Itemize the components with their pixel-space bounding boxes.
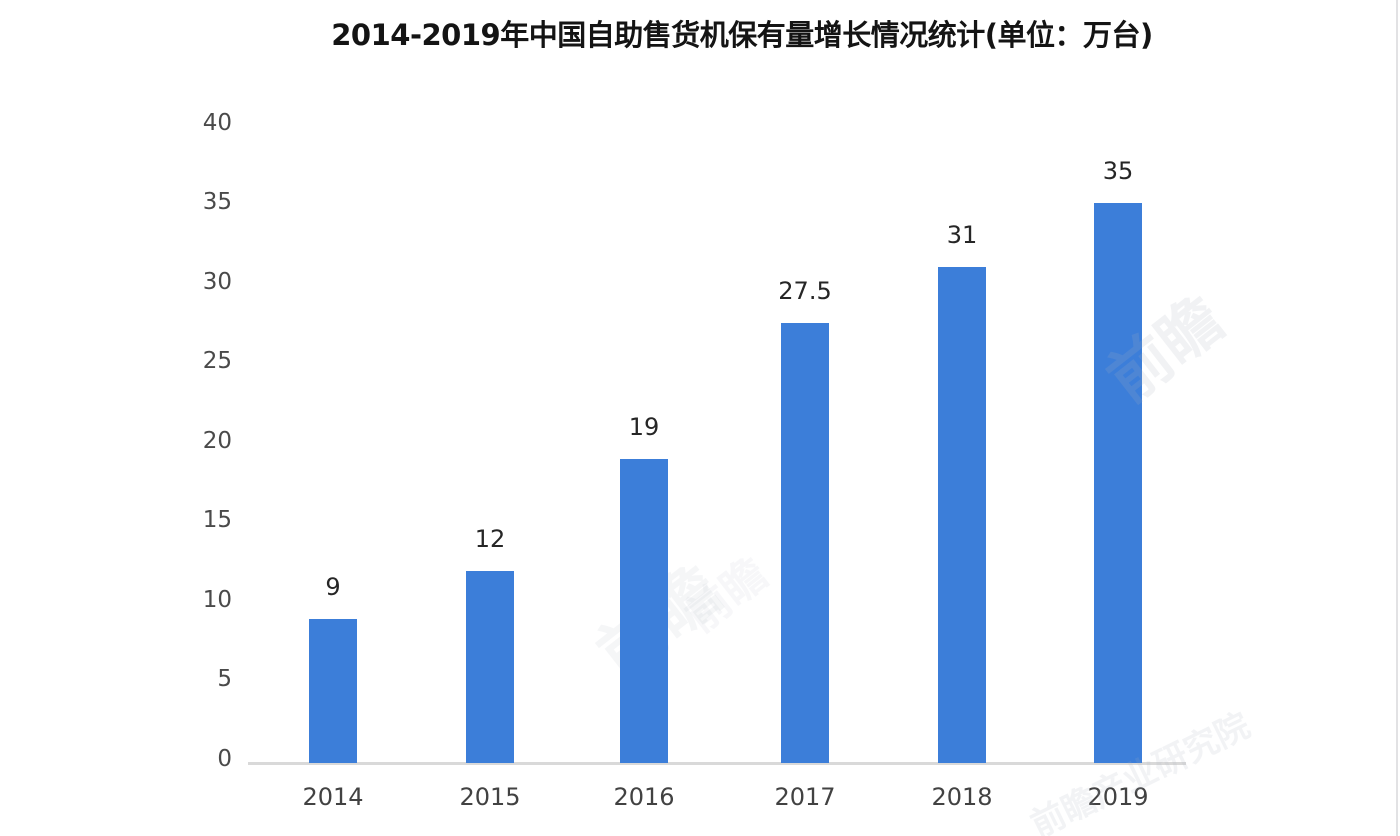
y-tick-label: 0 (217, 746, 232, 772)
y-tick-label: 15 (202, 507, 232, 533)
x-tick-label: 2014 (302, 783, 364, 811)
y-tick-label: 25 (202, 348, 232, 374)
bar (620, 459, 668, 763)
x-tick-label: 2017 (774, 783, 836, 811)
bar-value-label: 9 (325, 573, 341, 601)
y-tick-label: 10 (202, 587, 232, 613)
x-tick-label: 2015 (459, 783, 521, 811)
y-tick-label: 5 (217, 666, 232, 692)
bar (938, 267, 986, 763)
y-tick-label: 20 (202, 428, 232, 454)
bar (309, 619, 357, 763)
bar-value-label: 31 (946, 221, 978, 249)
bar-value-label: 12 (474, 525, 506, 553)
right-edge-border (1396, 0, 1398, 836)
y-tick-label: 35 (202, 189, 232, 215)
x-axis-line (248, 762, 1186, 765)
x-tick-label: 2016 (613, 783, 675, 811)
bar-value-label: 27.5 (778, 277, 832, 305)
bar (466, 571, 514, 763)
chart-title: 2014-2019年中国自助售货机保有量增长情况统计(单位：万台) (331, 18, 1153, 52)
bar (1094, 203, 1142, 763)
y-tick-label: 40 (202, 110, 232, 136)
x-tick-label: 2019 (1087, 783, 1149, 811)
bar (781, 323, 829, 763)
y-tick-label: 30 (202, 269, 232, 295)
bar-value-label: 19 (628, 413, 660, 441)
bar-value-label: 35 (1102, 157, 1134, 185)
x-tick-label: 2018 (931, 783, 993, 811)
